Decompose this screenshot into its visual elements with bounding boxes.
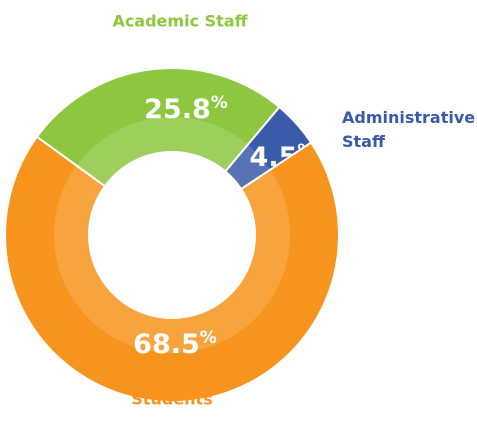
donut-segment [35, 67, 281, 188]
value-unit: % [211, 93, 228, 113]
category-label: Students [131, 390, 212, 409]
inner-ring [76, 117, 248, 187]
category-label: Academic Staff [112, 12, 248, 31]
value-number: 68.5 [133, 329, 200, 360]
value-label: 25.8% [144, 93, 228, 125]
label-line: Administrative [342, 108, 475, 127]
category-label: Administrative Staff [342, 108, 475, 151]
value-number: 25.8 [144, 94, 211, 125]
inner-ring [53, 165, 290, 353]
donut-segment [4, 135, 340, 403]
value-label: 68.5% [133, 328, 217, 360]
label-line: Staff [342, 132, 386, 151]
value-unit: % [200, 328, 217, 348]
inner-ring [225, 144, 271, 190]
